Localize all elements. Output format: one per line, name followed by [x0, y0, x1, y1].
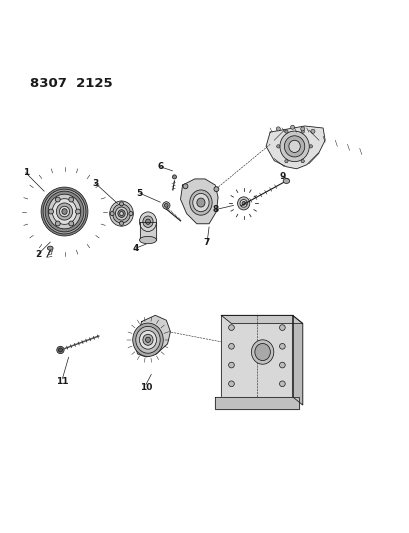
Ellipse shape: [145, 219, 150, 224]
Circle shape: [213, 187, 218, 191]
Ellipse shape: [117, 209, 125, 217]
Ellipse shape: [254, 343, 270, 360]
Circle shape: [55, 197, 60, 202]
Circle shape: [300, 130, 303, 133]
Polygon shape: [139, 222, 156, 240]
Text: 8: 8: [212, 205, 218, 214]
Ellipse shape: [283, 179, 289, 183]
Ellipse shape: [196, 198, 204, 207]
Ellipse shape: [241, 201, 245, 205]
Text: 2: 2: [35, 250, 41, 259]
Circle shape: [56, 346, 64, 354]
Text: 4: 4: [132, 244, 139, 253]
Circle shape: [300, 159, 303, 163]
Ellipse shape: [239, 199, 247, 207]
Ellipse shape: [43, 189, 85, 234]
Text: 11: 11: [56, 377, 69, 386]
Circle shape: [228, 362, 234, 368]
Circle shape: [110, 212, 114, 215]
Circle shape: [279, 381, 285, 386]
Circle shape: [284, 130, 288, 133]
Circle shape: [228, 381, 234, 386]
Text: 10: 10: [139, 383, 152, 392]
Polygon shape: [180, 179, 218, 224]
Circle shape: [300, 127, 304, 131]
Text: 5: 5: [136, 189, 143, 198]
Circle shape: [69, 221, 74, 226]
Circle shape: [276, 127, 280, 131]
Ellipse shape: [110, 201, 133, 226]
Ellipse shape: [41, 187, 88, 236]
Circle shape: [119, 221, 123, 225]
Circle shape: [228, 343, 234, 349]
Text: 7: 7: [203, 238, 210, 247]
Text: 8307  2125: 8307 2125: [30, 77, 112, 90]
Ellipse shape: [56, 203, 72, 220]
Ellipse shape: [143, 334, 153, 345]
Ellipse shape: [279, 131, 308, 161]
Circle shape: [310, 130, 314, 133]
Ellipse shape: [162, 202, 170, 209]
Circle shape: [128, 212, 133, 215]
Text: 9: 9: [279, 172, 285, 181]
Polygon shape: [133, 316, 170, 357]
Circle shape: [279, 362, 285, 368]
Text: 1: 1: [22, 168, 29, 177]
Ellipse shape: [139, 330, 156, 349]
Polygon shape: [215, 397, 298, 409]
Ellipse shape: [119, 212, 123, 215]
Ellipse shape: [62, 209, 67, 214]
Circle shape: [284, 159, 288, 163]
Circle shape: [290, 125, 294, 130]
Circle shape: [75, 209, 80, 214]
Circle shape: [49, 209, 54, 214]
Ellipse shape: [139, 236, 156, 244]
Ellipse shape: [139, 212, 156, 231]
Circle shape: [276, 145, 279, 148]
Ellipse shape: [112, 204, 130, 223]
Ellipse shape: [115, 207, 127, 220]
Ellipse shape: [288, 140, 299, 152]
Circle shape: [279, 343, 285, 349]
Ellipse shape: [135, 326, 160, 353]
Ellipse shape: [145, 337, 150, 342]
Polygon shape: [292, 316, 302, 405]
Ellipse shape: [52, 199, 76, 224]
Polygon shape: [221, 316, 292, 397]
Circle shape: [69, 197, 74, 202]
Ellipse shape: [284, 136, 304, 157]
Ellipse shape: [59, 206, 70, 217]
Ellipse shape: [45, 191, 84, 232]
Ellipse shape: [48, 194, 81, 229]
Text: 3: 3: [92, 179, 98, 188]
Ellipse shape: [164, 204, 168, 207]
Ellipse shape: [133, 323, 163, 357]
Polygon shape: [265, 126, 324, 169]
Ellipse shape: [237, 197, 249, 210]
Text: 6: 6: [157, 162, 163, 171]
Circle shape: [55, 221, 60, 226]
Circle shape: [58, 348, 62, 352]
Circle shape: [308, 145, 312, 148]
Ellipse shape: [172, 175, 176, 179]
Circle shape: [279, 325, 285, 330]
Circle shape: [119, 202, 123, 206]
Circle shape: [182, 184, 187, 189]
Ellipse shape: [189, 190, 211, 215]
Ellipse shape: [47, 246, 53, 250]
Polygon shape: [221, 316, 302, 324]
Circle shape: [228, 325, 234, 330]
Ellipse shape: [143, 216, 153, 228]
Ellipse shape: [192, 193, 209, 212]
Ellipse shape: [251, 340, 273, 364]
